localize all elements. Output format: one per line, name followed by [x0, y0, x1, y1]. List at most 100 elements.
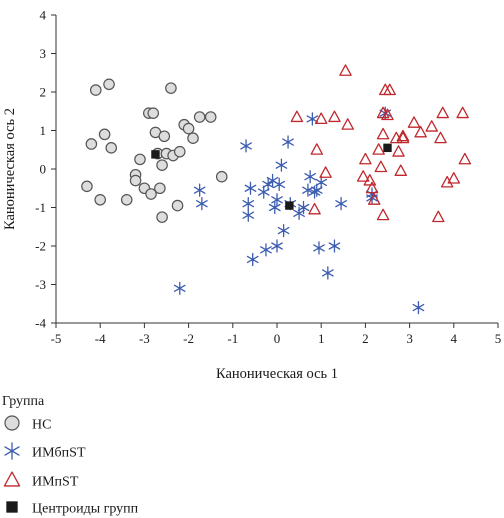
point-imbpst — [297, 200, 310, 215]
point-imbpst — [262, 177, 275, 192]
point-centroid — [151, 150, 160, 159]
point-hc — [81, 180, 93, 193]
x-axis-ticks: -5 -4 -3 -2 -1 0 1 2 3 4 5 — [51, 323, 502, 346]
point-imbpst — [282, 135, 294, 149]
point-impst — [319, 166, 332, 178]
point-hc — [94, 194, 106, 206]
point-impst — [456, 106, 469, 119]
point-impst — [392, 145, 405, 157]
point-impst — [341, 118, 354, 130]
point-impst — [308, 202, 321, 215]
point-impst — [363, 174, 377, 186]
point-hc — [145, 188, 157, 200]
point-imbpst — [306, 112, 319, 126]
point-hc — [156, 159, 168, 171]
x-tick-label: 5 — [495, 331, 502, 346]
point-impst — [365, 181, 379, 194]
y-axis-ticks: -4 -3 -2 -1 0 1 2 3 4 — [35, 8, 56, 331]
point-imbpst — [257, 185, 270, 199]
point-centroid — [285, 201, 294, 210]
legend-label: НС — [32, 418, 51, 433]
y-tick-label: -4 — [35, 316, 46, 331]
point-centroid — [383, 143, 392, 153]
point-impst — [407, 116, 421, 128]
point-impst — [436, 106, 449, 119]
point-impst — [440, 175, 454, 188]
point-imbpst — [260, 243, 272, 257]
point-hc — [173, 145, 186, 158]
x-tick-label: -4 — [95, 331, 106, 346]
point-imbpst — [246, 252, 259, 267]
y-axis-title: Каноническая ось 2 — [2, 108, 18, 230]
point-imbpst — [196, 197, 208, 211]
point-impst — [310, 143, 324, 155]
legend-label: Центроиды групп — [32, 502, 139, 517]
point-hc — [129, 174, 142, 187]
point-impst — [458, 152, 472, 165]
point-impst — [339, 64, 352, 76]
point-impst — [381, 108, 394, 121]
point-impst — [314, 112, 328, 125]
point-impst — [434, 131, 447, 144]
point-imbpst — [313, 241, 325, 255]
point-imbpst — [275, 158, 288, 172]
point-impst — [432, 210, 445, 223]
x-tick-label: 3 — [406, 331, 413, 346]
point-hc — [187, 132, 199, 144]
point-imbpst — [412, 300, 425, 315]
point-impst — [447, 172, 461, 184]
point-imbpst — [271, 239, 283, 253]
point-imbpst — [193, 183, 206, 197]
point-imbpst — [173, 281, 186, 295]
x-tick-label: -2 — [183, 331, 194, 346]
point-impst — [396, 129, 410, 142]
point-imbpst — [273, 177, 286, 192]
point-imbpst — [315, 175, 328, 190]
point-impst — [425, 120, 438, 132]
point-impst — [376, 127, 390, 140]
y-tick-label: 1 — [40, 123, 47, 138]
point-impst — [372, 143, 385, 155]
y-tick-label: -1 — [35, 200, 46, 215]
point-hc — [89, 84, 102, 96]
point-imbpst — [310, 183, 323, 197]
point-hc — [156, 211, 168, 223]
point-hc — [204, 111, 217, 123]
y-tick-label: 4 — [40, 8, 47, 23]
point-hc — [105, 142, 118, 154]
y-tick-label: -3 — [35, 277, 46, 292]
x-tick-label: -3 — [139, 331, 150, 346]
legend: НС ИМбпST ИМпST Центроиды групп — [3, 415, 139, 517]
legend-marker-4 — [6, 501, 18, 513]
point-impst — [367, 193, 381, 205]
point-hc — [165, 82, 177, 94]
x-axis-title: Каноническая ось 1 — [216, 366, 338, 382]
point-impst — [328, 110, 341, 123]
point-impst — [374, 160, 388, 173]
x-tick-label: 0 — [274, 331, 281, 346]
point-imbpst — [271, 193, 283, 207]
y-tick-label: 3 — [40, 46, 47, 61]
legend-marker-3 — [3, 471, 21, 487]
point-impst — [390, 131, 403, 144]
x-tick-label: 1 — [318, 331, 325, 346]
y-tick-label: -2 — [35, 239, 46, 254]
legend-marker-1 — [4, 415, 20, 431]
point-impst — [290, 110, 304, 123]
plot-frame — [55, 15, 498, 324]
point-hc — [85, 138, 98, 150]
point-imbpst — [321, 266, 334, 280]
point-hc — [154, 182, 166, 195]
point-impst — [356, 170, 370, 182]
point-imbpst — [302, 183, 314, 197]
x-tick-label: 4 — [451, 331, 458, 346]
point-imbpst — [304, 170, 316, 184]
y-tick-label: 2 — [40, 85, 47, 100]
point-hc — [171, 199, 184, 212]
point-impst — [414, 125, 427, 138]
legend-label: ИМпST — [32, 475, 79, 490]
legend-marker-2 — [4, 442, 20, 460]
point-hc — [147, 107, 160, 119]
point-hc — [158, 130, 171, 143]
